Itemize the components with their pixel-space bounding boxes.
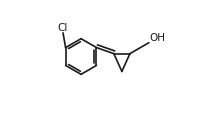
Text: Cl: Cl xyxy=(57,23,68,32)
Text: OH: OH xyxy=(149,32,165,42)
